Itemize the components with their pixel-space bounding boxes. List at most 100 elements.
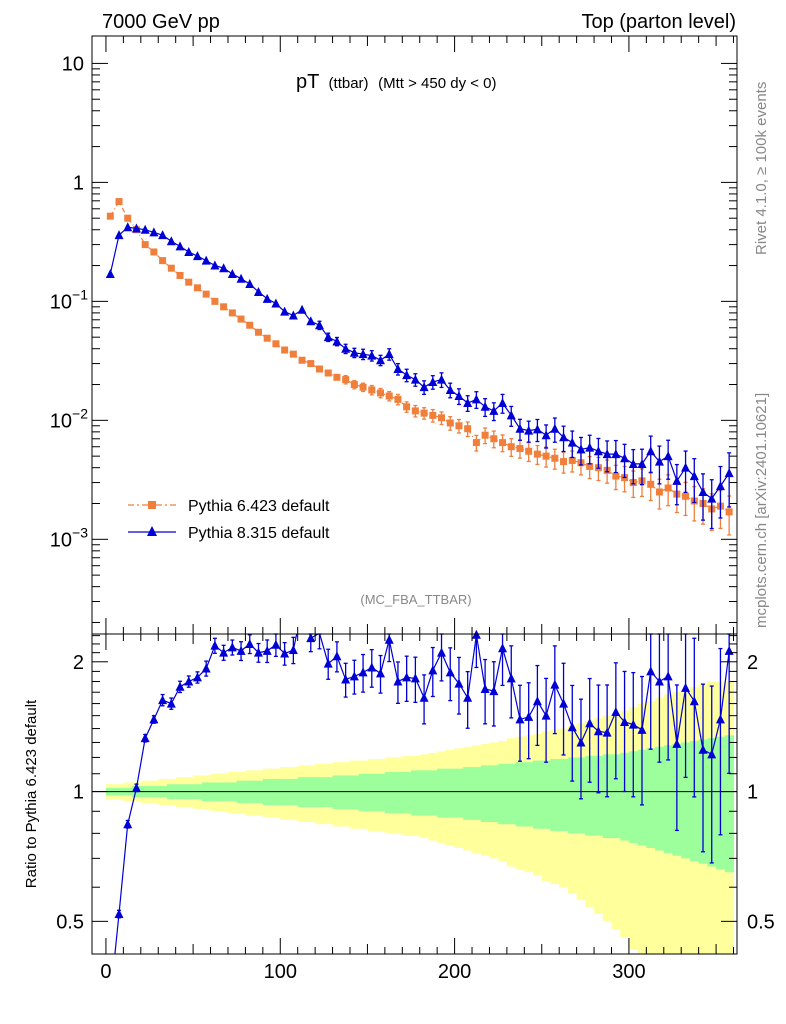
ratio-ylabel: Ratio to Pythia 6.423 default — [23, 699, 40, 888]
pythia8-point — [314, 320, 324, 330]
pythia6-point — [490, 435, 498, 443]
ratio-point — [358, 667, 368, 677]
pythia6-point — [586, 462, 594, 470]
pythia6-point — [682, 492, 690, 500]
pythia6-point — [542, 452, 550, 460]
watermark: (MC_FBA_TTBAR) — [360, 592, 471, 607]
ratio-point — [428, 665, 438, 675]
ratio-point — [192, 672, 202, 682]
pythia8-point — [428, 377, 438, 387]
green-band-bin — [402, 772, 412, 814]
green-band-bin — [515, 762, 525, 827]
green-band-bin — [498, 763, 508, 825]
rivet-label: Rivet 4.1.0, ≥ 100k events — [753, 82, 770, 255]
ratio-point — [524, 711, 534, 721]
green-band-bin — [524, 762, 534, 827]
ratio-point — [332, 651, 342, 661]
pythia6-point — [272, 340, 280, 348]
green-band-bin — [480, 765, 490, 823]
ratio-ytick-label: 0.5 — [56, 911, 84, 933]
pythia6-point — [446, 419, 454, 427]
pythia8-point — [341, 343, 351, 353]
ratio-ytick-label-right: 1 — [747, 782, 758, 804]
pythia6-point — [254, 328, 262, 336]
ratio-point — [637, 724, 647, 734]
pythia6-point — [324, 369, 332, 377]
legend: Pythia 6.423 default Pythia 8.315 defaul… — [128, 498, 330, 542]
pythia8-point — [480, 401, 490, 411]
pythia8-point — [707, 493, 717, 503]
ratio-point — [445, 667, 455, 677]
green-band-bin — [411, 770, 421, 816]
ratio-point — [715, 714, 725, 724]
pythia8-point — [611, 449, 621, 459]
ratio-point — [323, 658, 333, 668]
ratio-point — [227, 642, 237, 652]
ratio-point — [463, 692, 473, 702]
pythia6-point — [159, 257, 167, 265]
green-band-bin — [646, 748, 656, 848]
green-band-bin — [681, 742, 691, 859]
green-band-bin — [533, 760, 543, 829]
green-band-bin — [620, 752, 630, 841]
ratio-point — [620, 717, 630, 727]
pythia8-point — [114, 230, 124, 240]
green-band-bin — [306, 777, 316, 808]
ratio-point — [245, 638, 255, 648]
green-band-bin — [367, 773, 377, 812]
pythia8-point — [376, 355, 386, 365]
pythia6-point — [533, 450, 541, 458]
ratio-ytick-label: 2 — [73, 652, 84, 674]
ratio-point — [288, 644, 298, 654]
x-tick-label: 200 — [438, 961, 471, 983]
ratio-point — [646, 666, 656, 676]
ratio-point — [410, 673, 420, 683]
pythia8-point — [236, 273, 246, 283]
ratio-point — [550, 679, 560, 689]
ratio-point — [280, 648, 290, 658]
ratio-point — [654, 676, 664, 686]
pythia8-point — [637, 458, 647, 468]
green-band-bin — [437, 768, 447, 818]
ratio-point — [367, 662, 377, 672]
green-band-bin — [428, 770, 438, 816]
ratio-point — [201, 663, 211, 673]
pythia6-point — [359, 383, 367, 391]
x-tick-label: 0 — [100, 961, 111, 983]
pythia8-point — [419, 382, 429, 392]
pythia8-point — [245, 278, 255, 288]
pythia8-point — [149, 227, 159, 237]
ratio-point — [541, 710, 551, 720]
pythia6-point — [612, 472, 620, 480]
pythia8-point — [602, 449, 612, 459]
green-band-bin — [341, 775, 351, 810]
ratio-point — [393, 676, 403, 686]
main-ytick-label: 10−1 — [50, 286, 88, 313]
pythia6-point — [472, 439, 480, 447]
pythia6-point — [560, 458, 568, 466]
legend-label-pythia8: Pythia 8.315 default — [188, 525, 330, 542]
pythia6-point — [655, 488, 663, 496]
ratio-point — [689, 696, 699, 706]
series-pythia6 — [106, 198, 733, 536]
green-band-bin — [350, 775, 360, 810]
pythia8-point — [358, 349, 368, 359]
pythia6-point — [429, 411, 437, 419]
green-band-bin — [445, 768, 456, 818]
plot-title-small: (ttbar) — [329, 75, 369, 92]
ratio-point — [480, 683, 490, 693]
pythia8-point — [715, 481, 725, 491]
pythia6-point — [150, 248, 158, 256]
green-band-bin — [506, 763, 517, 825]
pythia8-point — [593, 446, 603, 456]
ratio-ytick-label-right: 0.5 — [747, 911, 775, 933]
pythia8-point — [663, 451, 673, 461]
ratio-point — [681, 682, 691, 692]
ratio-point — [131, 782, 141, 792]
green-band-bin — [332, 775, 342, 810]
legend-item-pythia8: Pythia 8.315 default — [128, 525, 330, 542]
pythia6-point — [411, 407, 419, 415]
ratio-point — [175, 681, 185, 691]
pythia8-point — [454, 391, 464, 401]
ratio-point — [454, 678, 464, 688]
